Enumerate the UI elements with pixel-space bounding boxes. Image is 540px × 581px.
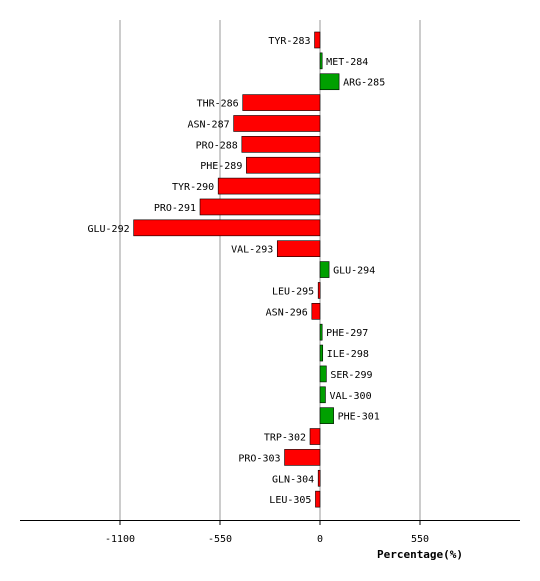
bar xyxy=(319,365,327,383)
bar-label: ILE-298 xyxy=(327,349,369,360)
bar xyxy=(133,219,321,237)
bars xyxy=(133,31,340,508)
bar xyxy=(314,31,321,49)
bar xyxy=(311,303,321,320)
bar xyxy=(315,490,321,508)
bar-label: MET-284 xyxy=(326,57,368,68)
bar xyxy=(317,469,321,487)
bar xyxy=(284,449,321,466)
bar-label: PRO-291 xyxy=(154,203,196,214)
bar-label: TRP-302 xyxy=(264,433,306,444)
x-tick-label: 550 xyxy=(411,534,429,545)
bar xyxy=(319,73,340,91)
bar-label: VAL-300 xyxy=(329,391,371,402)
bar-label: PHE-297 xyxy=(326,328,368,339)
bar-label: VAL-293 xyxy=(231,245,273,256)
bar-label: ASN-287 xyxy=(187,119,229,130)
bar-label: TYR-283 xyxy=(268,36,310,47)
bar xyxy=(199,198,321,216)
x-tick-label: -1100 xyxy=(105,534,135,545)
bar-label: GLU-292 xyxy=(87,224,129,235)
bar-label: ASN-296 xyxy=(266,307,308,318)
bar-label: PHE-289 xyxy=(200,161,242,172)
bar xyxy=(319,344,324,362)
bar-label: THR-286 xyxy=(197,99,239,110)
bar-label: ARG-285 xyxy=(343,78,385,89)
bar-label: PHE-301 xyxy=(338,412,380,423)
bar xyxy=(242,94,321,111)
bar xyxy=(217,177,321,195)
x-tick-label: 0 xyxy=(317,534,323,545)
bar-label: PRO-303 xyxy=(238,453,280,464)
bar-labels: TYR-283 MET-284 ARG-285 THR-286 ASN-287 PRO-2… xyxy=(87,36,385,506)
bar xyxy=(319,52,323,70)
bar xyxy=(319,261,330,278)
bar xyxy=(276,240,321,257)
bar xyxy=(317,282,321,299)
bar xyxy=(319,407,334,424)
bar-label: GLN-304 xyxy=(272,474,314,485)
bar-label: LEU-305 xyxy=(269,495,311,506)
bar-label: GLU-294 xyxy=(333,266,375,277)
bar-label: LEU-295 xyxy=(272,286,314,297)
bar xyxy=(319,386,326,404)
bar-label: TYR-290 xyxy=(172,182,214,193)
x-axis: -1100 -550 0 550 xyxy=(20,520,520,545)
bar xyxy=(309,428,321,445)
bar-label: PRO-288 xyxy=(196,140,238,151)
x-axis-title: Percentage(%) xyxy=(377,548,463,561)
x-tick-label: -550 xyxy=(208,534,232,545)
bar xyxy=(233,115,321,132)
bar-label: SER-299 xyxy=(330,370,372,381)
bar xyxy=(246,156,321,174)
bar xyxy=(241,136,321,153)
bar xyxy=(319,323,323,341)
